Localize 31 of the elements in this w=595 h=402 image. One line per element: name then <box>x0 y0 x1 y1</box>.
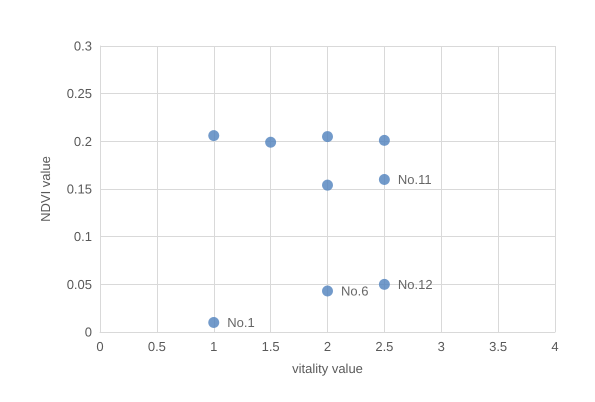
point <box>322 131 333 142</box>
x-tick-label: 2 <box>324 339 332 354</box>
y-tick-label: 0.2 <box>74 134 92 149</box>
x-tick-label: 4 <box>551 339 559 354</box>
point <box>378 134 390 146</box>
x-tick-label: 2.5 <box>375 339 394 354</box>
point <box>322 180 333 191</box>
x-tick-label: 0 <box>96 339 104 354</box>
point <box>208 316 220 328</box>
x-tick-label: 1.5 <box>262 339 280 354</box>
y-tick-label: 0.05 <box>66 276 92 292</box>
point <box>378 174 390 185</box>
y-tick-label: 0.3 <box>74 38 92 54</box>
x-axis-title: vitality value <box>292 361 363 376</box>
x-tick-label: 0.5 <box>148 339 166 354</box>
y-tick-label: 0.1 <box>74 229 92 244</box>
y-tick-label: 0.15 <box>66 182 92 196</box>
point <box>322 286 333 297</box>
y-tick-label: 0.25 <box>66 86 92 102</box>
point <box>378 278 390 290</box>
point <box>265 136 276 148</box>
annotation: No.1 <box>227 314 255 330</box>
x-tick-label: 3.5 <box>489 339 508 354</box>
x-tick-label: 3 <box>438 339 445 354</box>
x-tick-label: 1 <box>210 339 218 354</box>
annotation: No.12 <box>398 276 433 292</box>
annotation: No.6 <box>341 284 368 299</box>
annotation: No.11 <box>398 172 432 187</box>
y-axis-title: NDVI value <box>38 156 53 222</box>
point <box>208 130 220 142</box>
y-tick-label: 0 <box>84 324 92 340</box>
